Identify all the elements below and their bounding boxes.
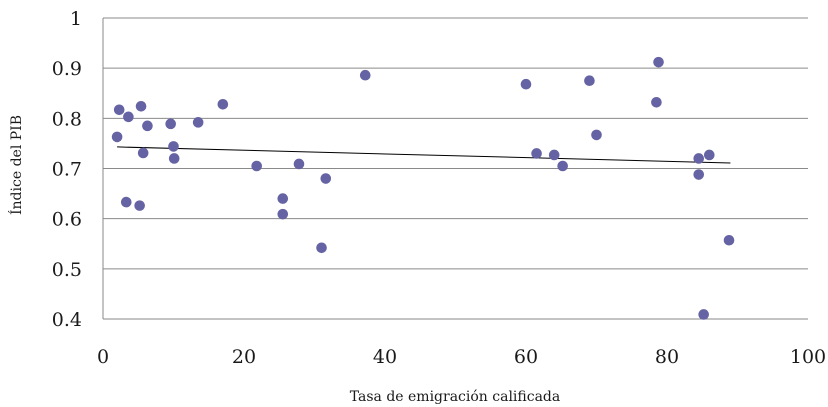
x-tick-label: 80 xyxy=(655,346,679,368)
y-tick-label: 0.4 xyxy=(52,309,82,331)
y-tick-label: 0.8 xyxy=(52,108,82,130)
axes xyxy=(102,18,808,320)
data-point xyxy=(548,149,560,161)
data-point xyxy=(293,158,305,170)
data-point xyxy=(165,118,176,130)
data-point xyxy=(120,196,132,208)
data-points xyxy=(111,56,735,320)
x-tick-label: 40 xyxy=(373,346,397,368)
data-point xyxy=(653,56,664,68)
x-tick-label: 0 xyxy=(97,346,109,368)
y-tick-label: 0.9 xyxy=(52,58,82,80)
data-point xyxy=(704,149,715,161)
data-point xyxy=(137,147,149,159)
data-point xyxy=(591,129,602,141)
data-point xyxy=(316,242,327,254)
y-tick-label: 1 xyxy=(70,8,82,30)
trendline-segment xyxy=(117,146,731,164)
data-point xyxy=(192,117,204,128)
data-point xyxy=(123,111,134,123)
data-point xyxy=(693,153,705,164)
data-point xyxy=(531,148,542,159)
data-point xyxy=(111,131,123,143)
data-point xyxy=(520,78,532,90)
data-point xyxy=(277,193,289,204)
data-point xyxy=(134,200,145,211)
data-point xyxy=(359,69,371,81)
data-point xyxy=(651,96,662,108)
y-tick-label: 0.7 xyxy=(52,159,82,181)
data-point xyxy=(168,141,179,152)
y-axis-title: Índice del PIB xyxy=(7,115,25,215)
gridlines xyxy=(103,17,808,270)
data-point xyxy=(693,169,705,180)
data-point xyxy=(168,153,180,164)
trendline xyxy=(117,146,731,164)
data-point xyxy=(557,160,568,172)
data-point xyxy=(135,100,147,112)
data-point xyxy=(698,309,709,320)
y-tick-labels: 0.4 0.5 0.6 0.7 0.8 0.9 1 xyxy=(52,8,82,331)
data-point xyxy=(277,208,289,220)
data-point xyxy=(113,104,125,116)
data-point xyxy=(251,160,262,172)
y-tick-label: 0.6 xyxy=(52,209,82,231)
data-point xyxy=(723,234,735,246)
data-point xyxy=(217,98,229,110)
x-tick-label: 100 xyxy=(790,346,826,368)
data-point xyxy=(320,173,332,184)
data-point xyxy=(584,75,595,87)
data-point xyxy=(142,120,153,132)
x-tick-label: 60 xyxy=(514,346,538,368)
x-axis-title: Tasa de emigración calificada xyxy=(350,389,561,405)
x-tick-labels: 0 20 40 60 80 100 xyxy=(97,346,826,368)
x-tick-label: 20 xyxy=(232,346,256,368)
y-tick-label: 0.5 xyxy=(52,259,82,281)
